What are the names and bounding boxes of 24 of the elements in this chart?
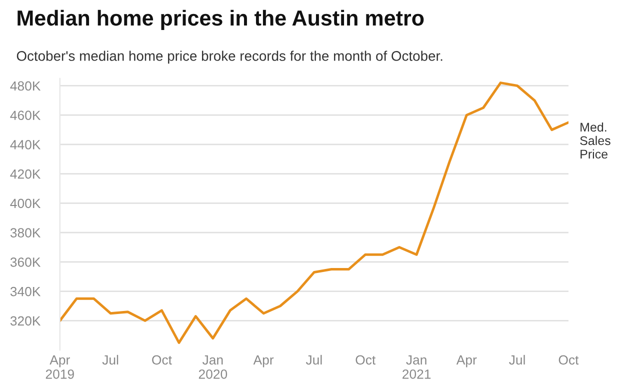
x-tick-label: Jan 2020 — [198, 355, 228, 379]
chart-title: Median home prices in the Austin metro — [18, 10, 424, 30]
y-tick-label: 400K — [10, 198, 41, 208]
y-tick-label: 420K — [10, 169, 41, 179]
y-tick-label: 440K — [10, 140, 41, 150]
x-tick-label: Apr 2019 — [46, 355, 74, 379]
x-tick-label: Jul — [306, 354, 322, 365]
x-tick-label: Oct — [152, 355, 172, 365]
line-series — [60, 82, 568, 344]
chart-subtitle: October's median home price broke records for the month of October. — [16, 50, 442, 64]
y-tick-label: 380K — [10, 228, 41, 238]
y-tick-label: 340K — [10, 286, 41, 296]
x-tick-label: Apr — [456, 355, 477, 368]
y-tick-label: 460K — [10, 110, 41, 120]
x-tick-label: Oct — [558, 355, 579, 365]
x-tick-label: Jul — [102, 354, 118, 365]
x-tick-label: Apr — [253, 355, 274, 368]
x-tick-label: Jul — [509, 354, 525, 365]
y-tick-label: 360K — [10, 258, 41, 267]
y-tick-label: 320K — [10, 316, 41, 326]
y-tick-label: 480K — [10, 81, 41, 91]
x-tick-label: Jan 2021 — [402, 355, 431, 379]
series-label: Med. Sales Price — [580, 122, 610, 159]
x-tick-label: Oct — [356, 355, 376, 365]
